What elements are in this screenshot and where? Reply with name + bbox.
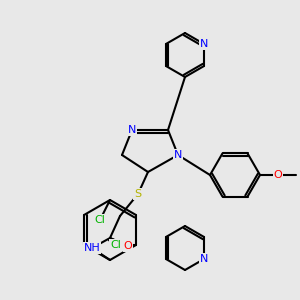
Text: Cl: Cl — [94, 215, 105, 225]
Text: Cl: Cl — [110, 240, 122, 250]
Text: NH: NH — [84, 243, 100, 253]
Text: N: N — [174, 150, 182, 160]
Text: O: O — [274, 170, 282, 180]
Text: O: O — [124, 241, 132, 251]
Text: N: N — [200, 254, 208, 264]
Text: S: S — [134, 189, 142, 199]
Text: N: N — [200, 39, 208, 49]
Text: N: N — [128, 125, 136, 135]
